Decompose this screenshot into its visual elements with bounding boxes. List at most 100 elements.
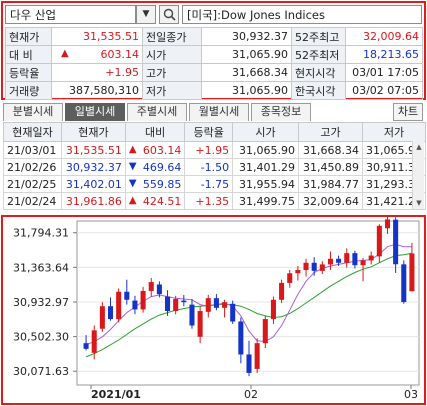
column-header[interactable]: 고가 bbox=[298, 122, 363, 142]
current-price-value: 31,535.51 bbox=[51, 27, 143, 46]
open-cell: 31,499.75 bbox=[232, 192, 299, 210]
triangle-up-icon: ▲ bbox=[128, 143, 137, 155]
candle-up bbox=[376, 225, 382, 257]
quote-row: 대 비 ▲ 603.14 시가 31,065.90 52주최저 18,213.65 bbox=[5, 45, 423, 64]
chevron-down-icon: ▼ bbox=[142, 9, 150, 19]
candle-up bbox=[254, 343, 260, 369]
dropdown-button[interactable]: ▼ bbox=[136, 5, 156, 24]
candle-down bbox=[213, 298, 219, 308]
low-cell: 31,421.29 bbox=[361, 192, 427, 210]
tab-minute-quotes[interactable]: 분별시세 bbox=[3, 103, 63, 121]
column-header[interactable]: 현재일자 bbox=[3, 122, 62, 142]
tab-weekly-quotes[interactable]: 주별시세 bbox=[127, 103, 187, 121]
close-cell: 31,535.51 bbox=[60, 141, 126, 159]
candle-down bbox=[83, 343, 89, 349]
volume-value: 387,580,310 bbox=[51, 81, 143, 100]
low-value: 31,065.90 bbox=[201, 81, 292, 100]
chart-button[interactable]: 차트 bbox=[393, 103, 423, 121]
x-tick-label: 02 bbox=[244, 388, 258, 401]
search-row: 다우 산업 ▼ [미국]:Dow Jones Indices bbox=[5, 5, 422, 25]
table-row[interactable]: 21/02/25 31,402.01 ▼ 559.85 -1.75 31,955.… bbox=[3, 175, 427, 193]
x-tick-label: 03 bbox=[404, 388, 418, 401]
tab-daily-quotes[interactable]: 일별시세 bbox=[65, 103, 125, 121]
search-icon bbox=[163, 8, 176, 21]
candle-down bbox=[352, 253, 358, 266]
scroll-up-icon[interactable]: ▲ bbox=[416, 143, 422, 151]
low-label: 저가 bbox=[142, 81, 202, 100]
candle-up bbox=[91, 330, 97, 353]
y-tick-label: 30,502.30 bbox=[13, 331, 69, 344]
tab-stock-info[interactable]: 종목정보 bbox=[251, 103, 311, 121]
candle-down bbox=[246, 354, 252, 373]
triangle-down-icon: ▼ bbox=[128, 160, 137, 172]
tab-monthly-quotes[interactable]: 월별시세 bbox=[189, 103, 249, 121]
w52-high-value: 32,009.64 bbox=[345, 27, 423, 46]
local-time-value: 03/01 17:05 bbox=[345, 63, 423, 82]
ma-short-line bbox=[85, 243, 412, 346]
candle-down bbox=[156, 284, 162, 295]
table-row[interactable]: 21/03/01 31,535.51 ▲ 603.14 +1.95 31,065.… bbox=[3, 141, 427, 159]
candle-up bbox=[99, 306, 105, 329]
tab-bar: 분별시세 일별시세 주별시세 월별시세 종목정보 차트 bbox=[3, 103, 423, 121]
change-label: 대 비 bbox=[5, 45, 52, 64]
column-header[interactable]: 대비 bbox=[124, 122, 186, 142]
column-header[interactable]: 현재가 bbox=[60, 122, 126, 142]
open-cell: 31,065.90 bbox=[232, 141, 299, 159]
table-row[interactable]: 21/02/24 31,961.86 ▲ 424.51 +1.35 31,499.… bbox=[3, 192, 427, 210]
candle-down bbox=[336, 258, 342, 263]
table-row[interactable]: 21/02/26 30,932.37 ▼ 469.64 -1.50 31,401.… bbox=[3, 158, 427, 176]
candlestick-chart-panel[interactable]: 31,794.31 31,363.64 30,932.97 30,502.30 30,0… bbox=[1, 215, 426, 405]
candle-down bbox=[238, 321, 244, 355]
close-cell: 30,932.37 bbox=[60, 158, 126, 176]
column-header[interactable]: 시가 bbox=[232, 122, 299, 142]
candle-down bbox=[165, 296, 171, 312]
candle-down bbox=[401, 264, 407, 303]
high-label: 고가 bbox=[142, 63, 202, 82]
quote-table: 현재가 31,535.51 전일종가 30,932.37 52주최고 32,00… bbox=[5, 27, 423, 100]
high-value: 31,668.34 bbox=[201, 63, 292, 82]
rate-label: 등락율 bbox=[5, 63, 52, 82]
volume-label: 거래량 bbox=[5, 81, 52, 100]
date-cell: 21/02/25 bbox=[3, 175, 62, 193]
rate-cell: -1.75 bbox=[184, 175, 234, 193]
open-cell: 31,401.29 bbox=[232, 158, 299, 176]
scroll-down-icon[interactable]: ▼ bbox=[416, 199, 422, 207]
candle-down bbox=[393, 219, 399, 265]
search-button[interactable] bbox=[159, 5, 179, 24]
candle-up bbox=[409, 253, 415, 292]
candle-up bbox=[205, 298, 211, 312]
search-input[interactable]: 다우 산업 bbox=[5, 5, 136, 24]
candle-up bbox=[368, 255, 374, 261]
open-label: 시가 bbox=[142, 45, 202, 64]
date-cell: 21/03/01 bbox=[3, 141, 62, 159]
candle-down bbox=[311, 262, 317, 271]
quote-row: 거래량 387,580,310 저가 31,065.90 한국시각 03/02 … bbox=[5, 81, 423, 100]
candle-up bbox=[327, 258, 333, 265]
change-value: ▲ 603.14 bbox=[51, 45, 143, 64]
candle-up bbox=[140, 290, 146, 310]
korea-time-label: 한국시각 bbox=[291, 81, 346, 100]
candle-up bbox=[222, 302, 228, 308]
change-cell: ▼ 559.85 bbox=[124, 175, 186, 193]
candle-up bbox=[148, 282, 154, 291]
column-header[interactable]: 저가 bbox=[361, 122, 427, 142]
rate-cell: -1.50 bbox=[184, 158, 234, 176]
vertical-scrollbar[interactable]: ▲ ▼ bbox=[412, 141, 424, 209]
close-cell: 31,402.01 bbox=[60, 175, 126, 193]
current-price-label: 현재가 bbox=[5, 27, 52, 46]
column-header[interactable]: 등락율 bbox=[184, 122, 234, 142]
candlestick-chart[interactable]: 31,794.31 31,363.64 30,932.97 30,502.30 30,0… bbox=[3, 217, 424, 403]
high-cell: 32,009.64 bbox=[298, 192, 363, 210]
candle-down bbox=[189, 304, 195, 326]
quote-row: 등락율 +1.95 고가 31,668.34 현지시각 03/01 17:05 bbox=[5, 63, 423, 82]
rate-cell: +1.35 bbox=[184, 192, 234, 210]
candle-up bbox=[116, 291, 122, 320]
w52-low-label: 52주최저 bbox=[291, 45, 346, 64]
rate-value: +1.95 bbox=[51, 63, 143, 82]
close-cell: 31,961.86 bbox=[60, 192, 126, 210]
candle-up bbox=[303, 262, 309, 271]
w52-low-value: 18,213.65 bbox=[345, 45, 423, 64]
candle-up bbox=[270, 299, 276, 320]
candle-up bbox=[295, 270, 301, 274]
scroll-track[interactable] bbox=[413, 153, 424, 197]
